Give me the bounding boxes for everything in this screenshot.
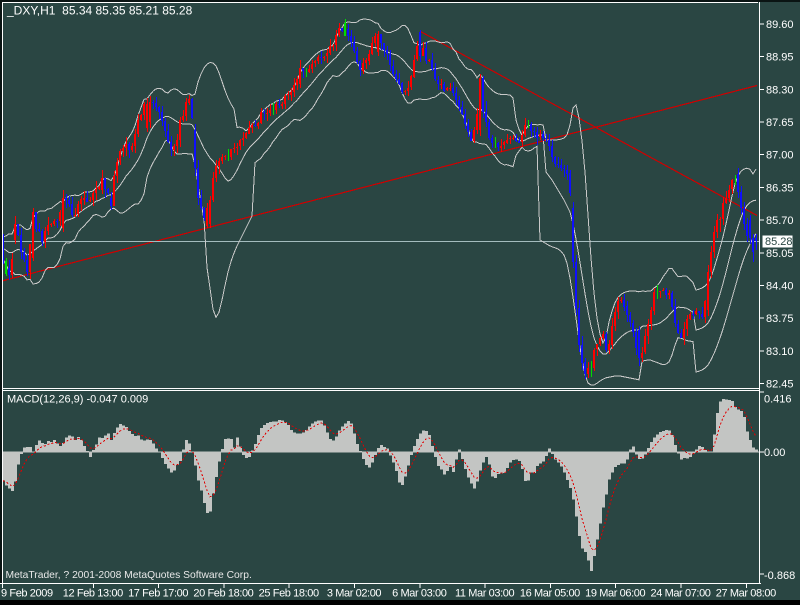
svg-text:11 Mar 03:00: 11 Mar 03:00 [455,588,514,600]
svg-text:16 Mar 05:00: 16 Mar 05:00 [520,588,580,600]
svg-text:24 Mar 07:00: 24 Mar 07:00 [650,588,710,600]
svg-text:9 Feb 2009: 9 Feb 2009 [1,588,53,600]
svg-text:86.35: 86.35 [766,182,794,194]
svg-text:82.45: 82.45 [766,379,794,391]
svg-text:17 Feb 17:00: 17 Feb 17:00 [128,588,188,600]
svg-text:25 Feb 18:00: 25 Feb 18:00 [259,588,319,600]
svg-text:88.95: 88.95 [766,52,794,64]
svg-text:MetaTrader, ? 2001-2008 MetaQu: MetaTrader, ? 2001-2008 MetaQuotes Softw… [6,570,252,581]
svg-text:19 Mar 06:00: 19 Mar 06:00 [585,588,645,600]
svg-text:85.05: 85.05 [766,248,794,260]
svg-text:20 Feb 18:00: 20 Feb 18:00 [193,588,253,600]
svg-text:0.00: 0.00 [764,447,785,459]
svg-text:83.10: 83.10 [766,346,794,358]
svg-text:27 Mar 08:00: 27 Mar 08:00 [716,588,776,600]
svg-text:84.40: 84.40 [766,280,794,292]
svg-text:85.28: 85.28 [765,236,793,248]
svg-text:3 Mar 02:00: 3 Mar 02:00 [327,588,382,600]
svg-text:83.75: 83.75 [766,313,794,325]
svg-text:-0.868: -0.868 [764,570,795,582]
svg-text:0.416: 0.416 [764,394,792,406]
svg-text:87.65: 87.65 [766,117,794,129]
svg-text:6 Mar 03:00: 6 Mar 03:00 [392,588,447,600]
svg-text:12 Feb 13:00: 12 Feb 13:00 [63,588,123,600]
svg-text:89.60: 89.60 [766,19,794,31]
svg-text:88.30: 88.30 [766,84,794,96]
svg-text:_DXY,H1 85.34 85.35 85.21 85.: _DXY,H1 85.34 85.35 85.21 85.28 [6,4,193,18]
svg-text:MACD(12,26,9) -0.047 0.009: MACD(12,26,9) -0.047 0.009 [7,394,148,406]
svg-text:85.70: 85.70 [766,215,794,227]
svg-text:87.00: 87.00 [766,150,794,162]
